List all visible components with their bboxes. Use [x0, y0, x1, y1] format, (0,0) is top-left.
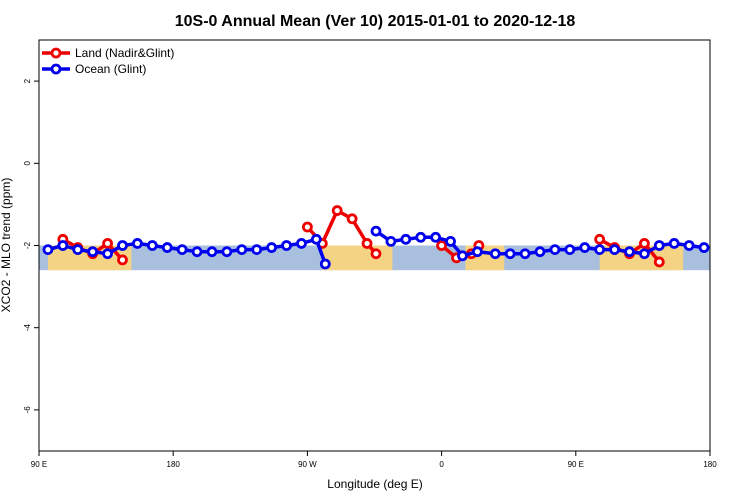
land-data-point: [331, 205, 343, 216]
ocean-data-point: [400, 233, 412, 245]
ocean-data-point: [370, 225, 382, 237]
ocean-data-point: [132, 238, 143, 249]
x-tick-label: 180: [703, 460, 717, 469]
x-axis-label: Longitude (deg E): [327, 477, 422, 491]
ocean-data-point: [457, 250, 468, 262]
land-data-point: [117, 254, 128, 266]
ocean-data-point: [489, 248, 501, 260]
ocean-data-point: [415, 231, 427, 243]
chart-title: 10S-0 Annual Mean (Ver 10) 2015-01-01 to…: [175, 13, 576, 30]
ocean-data-point: [42, 244, 54, 256]
x-axis: 90 E 180 90 W 0 90 E 180: [31, 451, 717, 469]
series-layer: [42, 205, 710, 270]
ocean-data-point: [445, 235, 456, 247]
ocean-data-point: [683, 240, 695, 251]
ocean-data-point: [579, 242, 591, 253]
ocean-data-point: [638, 248, 650, 260]
x-tick-label: 180: [167, 460, 181, 469]
ocean-data-point: [176, 244, 188, 256]
land-data-point: [346, 213, 358, 225]
land-data-point: [301, 221, 313, 233]
legend-ocean-label: Ocean (Glint): [75, 62, 146, 76]
x-tick-label: 90 E: [31, 460, 47, 469]
land-data-point: [361, 238, 373, 249]
ocean-data-point: [221, 246, 233, 258]
ocean-data-point: [698, 242, 710, 253]
land-data-point: [653, 256, 665, 268]
ocean-data-point: [385, 235, 397, 247]
y-tick-label: -6: [23, 406, 32, 414]
ocean-data-point: [296, 238, 307, 249]
ocean-data-point: [191, 246, 203, 258]
ocean-data-point: [471, 246, 483, 258]
x-tick-label: 0: [439, 460, 444, 469]
y-axis-label: XCO2 - MLO trend (ppm): [0, 178, 13, 313]
ocean-data-point: [668, 238, 680, 249]
ocean-data-point: [117, 240, 128, 251]
legend-land-marker: [50, 47, 62, 59]
ocean-data-point: [504, 248, 516, 260]
ocean-data-point: [161, 242, 173, 253]
land-data-point: [102, 238, 113, 249]
y-tick-label: -4: [23, 324, 32, 332]
land-band: [322, 245, 393, 271]
ocean-data-point: [102, 248, 113, 260]
ocean-data-point: [310, 233, 322, 245]
ocean-data-point: [653, 240, 665, 251]
ocean-data-point: [564, 244, 576, 256]
land-data-point: [436, 240, 448, 251]
ocean-data-point: [206, 246, 218, 258]
y-tick-label: 0: [23, 161, 32, 166]
land-data-point: [594, 233, 606, 245]
land-data-point: [370, 248, 382, 260]
ocean-data-point: [549, 244, 561, 256]
ocean-data-point: [319, 258, 331, 270]
y-tick-label: -2: [23, 241, 32, 249]
x-tick-label: 90 W: [298, 460, 317, 469]
ocean-data-point: [519, 248, 531, 260]
x-tick-label: 90 E: [568, 460, 584, 469]
ocean-data-point: [87, 246, 99, 258]
ocean-data-point: [430, 231, 442, 243]
ocean-data-point: [72, 244, 84, 256]
y-tick-label: 2: [23, 78, 32, 83]
ocean-data-point: [236, 244, 248, 256]
ocean-data-point: [281, 240, 292, 251]
legend: Land (Nadir&Glint) Ocean (Glint): [42, 46, 174, 76]
ocean-data-point: [146, 240, 158, 251]
legend-ocean-marker: [50, 63, 62, 75]
ocean-data-point: [624, 246, 635, 258]
ocean-data-point: [251, 244, 263, 256]
land-data-point: [638, 238, 650, 249]
y-axis: 2 0 -2 -4 -6: [23, 78, 39, 413]
ocean-data-point: [609, 244, 620, 256]
legend-land-label: Land (Nadir&Glint): [75, 46, 174, 60]
ocean-data-point: [57, 240, 69, 251]
ocean-data-point: [534, 246, 546, 258]
ocean-data-point: [266, 242, 278, 253]
ocean-data-point: [594, 244, 606, 256]
